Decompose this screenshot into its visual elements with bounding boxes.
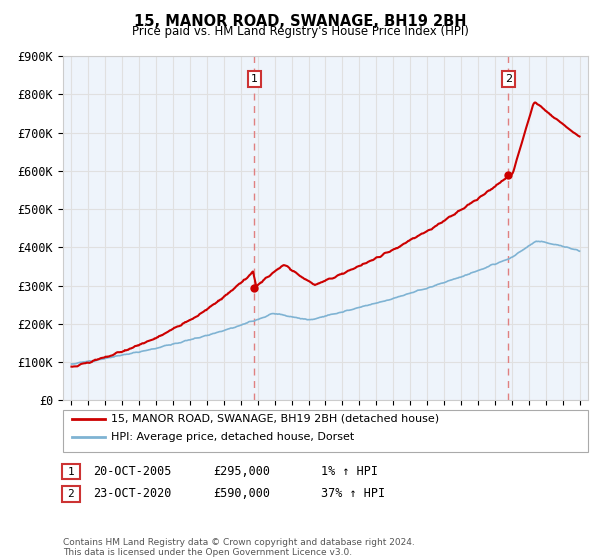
Text: 2: 2 xyxy=(505,74,512,84)
Text: 23-OCT-2020: 23-OCT-2020 xyxy=(93,487,172,501)
Text: £590,000: £590,000 xyxy=(213,487,270,501)
Text: 15, MANOR ROAD, SWANAGE, BH19 2BH (detached house): 15, MANOR ROAD, SWANAGE, BH19 2BH (detac… xyxy=(111,414,439,423)
Text: 2: 2 xyxy=(67,489,74,499)
Text: 20-OCT-2005: 20-OCT-2005 xyxy=(93,465,172,478)
Text: 37% ↑ HPI: 37% ↑ HPI xyxy=(321,487,385,501)
Text: HPI: Average price, detached house, Dorset: HPI: Average price, detached house, Dors… xyxy=(111,432,354,441)
Text: 15, MANOR ROAD, SWANAGE, BH19 2BH: 15, MANOR ROAD, SWANAGE, BH19 2BH xyxy=(134,14,466,29)
Text: 1% ↑ HPI: 1% ↑ HPI xyxy=(321,465,378,478)
Text: 1: 1 xyxy=(251,74,258,84)
Text: 1: 1 xyxy=(67,466,74,477)
Text: Contains HM Land Registry data © Crown copyright and database right 2024.
This d: Contains HM Land Registry data © Crown c… xyxy=(63,538,415,557)
Text: Price paid vs. HM Land Registry's House Price Index (HPI): Price paid vs. HM Land Registry's House … xyxy=(131,25,469,38)
Text: £295,000: £295,000 xyxy=(213,465,270,478)
